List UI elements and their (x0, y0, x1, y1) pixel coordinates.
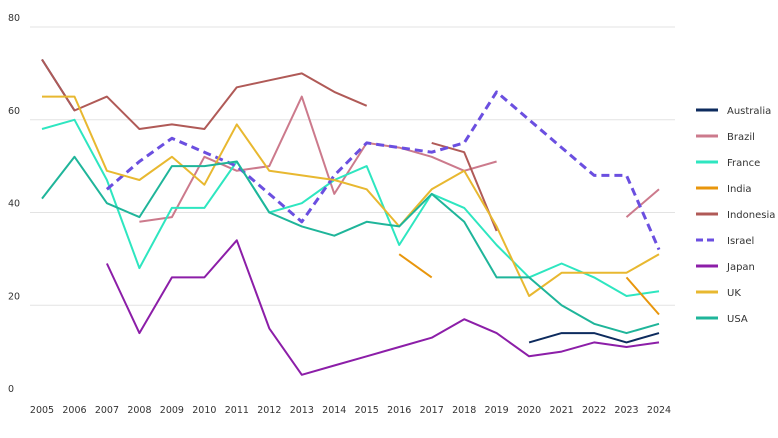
x-tick-label: 2013 (290, 405, 314, 416)
series-australia (41, 58, 660, 344)
x-tick-label: 2024 (647, 405, 671, 416)
y-tick-label: 40 (8, 199, 20, 210)
x-tick-label: 2020 (517, 405, 541, 416)
series-indonesia (42, 60, 627, 232)
series-india (398, 253, 660, 316)
x-tick-label: 2011 (225, 405, 249, 416)
legend: Australia Brazil France India Indonesia Israe… (696, 106, 775, 325)
legend-label: Japan (726, 262, 755, 273)
series-line-israel (105, 90, 661, 251)
legend-label: USA (727, 314, 748, 325)
series-line-japan (105, 239, 660, 376)
series-israel (105, 90, 661, 251)
x-tick-label: 2008 (127, 405, 151, 416)
legend-item-india: India (696, 184, 752, 195)
x-axis-ticks: 2005 2006 2007 2008 2009 2010 2011 2012 2013 2014… (30, 405, 671, 416)
y-tick-label: 0 (8, 384, 14, 395)
series-usa (41, 155, 660, 335)
x-tick-label: 2010 (192, 405, 216, 416)
x-tick-label: 2014 (322, 405, 346, 416)
legend-label: Indonesia (727, 210, 775, 221)
series-japan (105, 239, 660, 376)
x-tick-label: 2022 (582, 405, 606, 416)
series-lines (41, 58, 661, 376)
legend-label: Brazil (727, 132, 755, 143)
series-france (41, 118, 660, 297)
series-line-india (398, 253, 660, 316)
y-axis-ticks: 0 20 40 60 80 (8, 13, 20, 395)
legend-item-usa: USA (696, 314, 748, 325)
legend-item-japan: Japan (696, 262, 755, 273)
y-tick-label: 80 (8, 13, 20, 24)
x-tick-label: 2006 (62, 405, 86, 416)
gridlines (30, 26, 675, 306)
y-tick-label: 20 (8, 291, 20, 302)
series-line-france (41, 118, 660, 297)
legend-label: Israel (727, 236, 754, 247)
legend-item-france: France (696, 158, 760, 169)
x-tick-label: 2009 (160, 405, 184, 416)
series-line-usa (41, 155, 660, 335)
y-tick-label: 60 (8, 106, 20, 117)
legend-item-australia: Australia (696, 106, 771, 117)
series-line-uk (42, 95, 660, 297)
legend-label: India (727, 184, 752, 195)
legend-item-israel: Israel (696, 236, 754, 247)
x-tick-label: 2005 (30, 405, 54, 416)
series-line-australia (41, 58, 660, 344)
x-tick-label: 2015 (355, 405, 379, 416)
legend-item-brazil: Brazil (696, 132, 755, 143)
x-tick-label: 2018 (452, 405, 476, 416)
x-tick-label: 2017 (420, 405, 444, 416)
legend-item-indonesia: Indonesia (696, 210, 775, 221)
x-tick-label: 2012 (257, 405, 281, 416)
legend-item-uk: UK (696, 288, 741, 299)
legend-label: Australia (727, 106, 771, 117)
legend-label: UK (727, 288, 741, 299)
series-uk (42, 95, 660, 297)
x-tick-label: 2021 (549, 405, 573, 416)
x-tick-label: 2023 (614, 405, 638, 416)
x-tick-label: 2019 (485, 405, 509, 416)
legend-label: France (727, 158, 760, 169)
series-line-indonesia (42, 60, 627, 232)
x-tick-label: 2016 (387, 405, 411, 416)
x-tick-label: 2007 (95, 405, 119, 416)
